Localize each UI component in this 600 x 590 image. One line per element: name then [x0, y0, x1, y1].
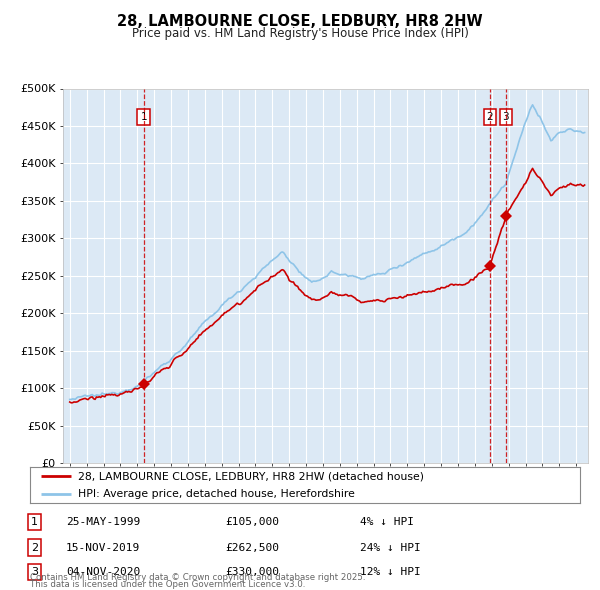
Text: 28, LAMBOURNE CLOSE, LEDBURY, HR8 2HW: 28, LAMBOURNE CLOSE, LEDBURY, HR8 2HW [117, 14, 483, 30]
Text: HPI: Average price, detached house, Herefordshire: HPI: Average price, detached house, Here… [79, 489, 355, 499]
Text: 4% ↓ HPI: 4% ↓ HPI [360, 517, 414, 527]
Text: Price paid vs. HM Land Registry's House Price Index (HPI): Price paid vs. HM Land Registry's House … [131, 27, 469, 40]
Text: £262,500: £262,500 [225, 543, 279, 552]
Text: This data is licensed under the Open Government Licence v3.0.: This data is licensed under the Open Gov… [30, 580, 305, 589]
Text: 15-NOV-2019: 15-NOV-2019 [66, 543, 140, 552]
Text: 2: 2 [31, 543, 38, 552]
Text: £330,000: £330,000 [225, 568, 279, 577]
Text: Contains HM Land Registry data © Crown copyright and database right 2025.: Contains HM Land Registry data © Crown c… [30, 573, 365, 582]
Text: £105,000: £105,000 [225, 517, 279, 527]
Text: 1: 1 [140, 112, 147, 122]
Text: 28, LAMBOURNE CLOSE, LEDBURY, HR8 2HW (detached house): 28, LAMBOURNE CLOSE, LEDBURY, HR8 2HW (d… [79, 471, 424, 481]
Text: 2: 2 [487, 112, 493, 122]
Text: 12% ↓ HPI: 12% ↓ HPI [360, 568, 421, 577]
Text: 3: 3 [503, 112, 509, 122]
Text: 04-NOV-2020: 04-NOV-2020 [66, 568, 140, 577]
Text: 3: 3 [31, 568, 38, 577]
Text: 24% ↓ HPI: 24% ↓ HPI [360, 543, 421, 552]
Text: 1: 1 [31, 517, 38, 527]
Text: 25-MAY-1999: 25-MAY-1999 [66, 517, 140, 527]
